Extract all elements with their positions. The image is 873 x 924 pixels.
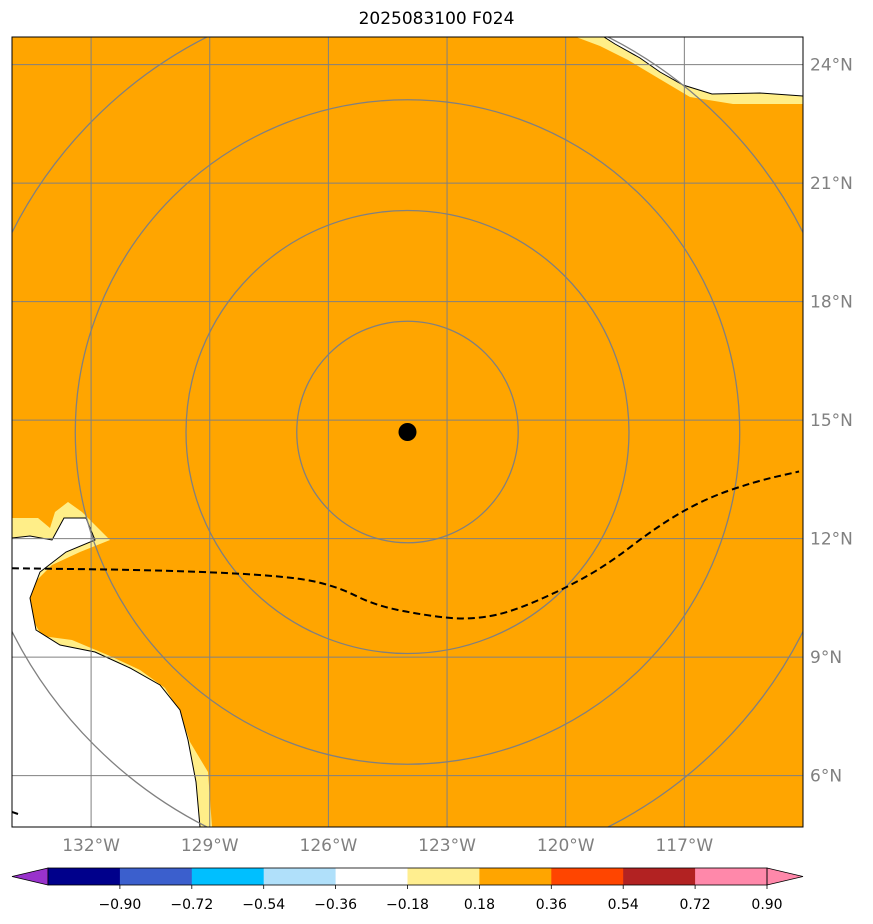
lat-tick-label-1: 21°N <box>810 174 853 194</box>
lat-tick-label-2: 18°N <box>810 293 853 313</box>
lon-tick-label-1: 129°W <box>181 836 239 856</box>
range-ring-1 <box>296 320 519 544</box>
latitude-gridlines <box>12 64 803 777</box>
plot-frame <box>11 36 804 828</box>
lon-tick-label-0: 132°W <box>62 836 120 856</box>
colorbar-label-8: 0.72 <box>680 897 711 913</box>
colorbar <box>11 867 804 886</box>
colorbar-segment-5 <box>407 868 480 885</box>
colorbar-label-7: 0.54 <box>608 897 639 913</box>
colorbar-label-9: 0.90 <box>751 897 782 913</box>
longitude-gridlines <box>90 37 685 827</box>
colorbar-segment-9 <box>695 868 768 885</box>
dashed-track-line <box>12 470 800 620</box>
longitude-tick-labels: 132°W 129°W 126°W 123°W 120°W 117°W <box>62 836 713 856</box>
lat-tick-label-0: 24°N <box>810 56 853 76</box>
lon-tick-label-3: 123°W <box>418 836 476 856</box>
lat-tick-label-4: 12°N <box>810 530 853 550</box>
lon-tick-label-5: 117°W <box>655 836 713 856</box>
colorbar-label-2: −0.54 <box>242 897 285 913</box>
colorbar-label-6: 0.36 <box>536 897 567 913</box>
colorbar-extend-high <box>766 867 804 886</box>
coastline-northeast <box>603 37 803 97</box>
range-ring-2 <box>185 209 630 655</box>
colorbar-segment-8 <box>623 868 696 885</box>
colorbar-extend-low <box>11 867 49 886</box>
colorbar-label-0: −0.90 <box>98 897 141 913</box>
lon-tick-label-2: 126°W <box>300 836 358 856</box>
range-ring-3 <box>74 99 741 765</box>
storm-center-dot <box>398 423 417 441</box>
colorbar-label-4: −0.18 <box>386 897 429 913</box>
lat-tick-label-3: 15°N <box>810 411 853 431</box>
colorbar-segment-3 <box>263 868 337 885</box>
coastline-southwest <box>12 517 201 827</box>
range-rings <box>12 37 803 827</box>
colorbar-label-1: −0.72 <box>170 897 213 913</box>
latitude-tick-labels: 24°N 21°N 18°N 15°N 12°N 9°N 6°N <box>810 56 853 787</box>
colorbar-segment-4 <box>335 868 408 885</box>
colorbar-segment-7 <box>551 868 624 885</box>
lat-tick-label-5: 9°N <box>810 648 842 668</box>
colorbar-segment-0 <box>48 868 121 885</box>
lat-tick-label-6: 6°N <box>810 767 842 787</box>
colorbar-label-3: −0.36 <box>314 897 357 913</box>
land-southwest <box>12 518 200 827</box>
colorbar-segment-1 <box>119 868 193 885</box>
chart-title: 2025083100 F024 <box>358 9 515 29</box>
coastline-fragment <box>12 811 19 815</box>
colorbar-segment-6 <box>479 868 552 885</box>
colorbar-segment-2 <box>191 868 265 885</box>
land-northeast <box>604 37 803 96</box>
lon-tick-label-4: 120°W <box>537 836 595 856</box>
colorbar-labels: −0.90 −0.72 −0.54 −0.36 −0.18 0.18 0.36 0.54 0.7… <box>98 885 783 913</box>
colorbar-label-5: 0.18 <box>464 897 495 913</box>
